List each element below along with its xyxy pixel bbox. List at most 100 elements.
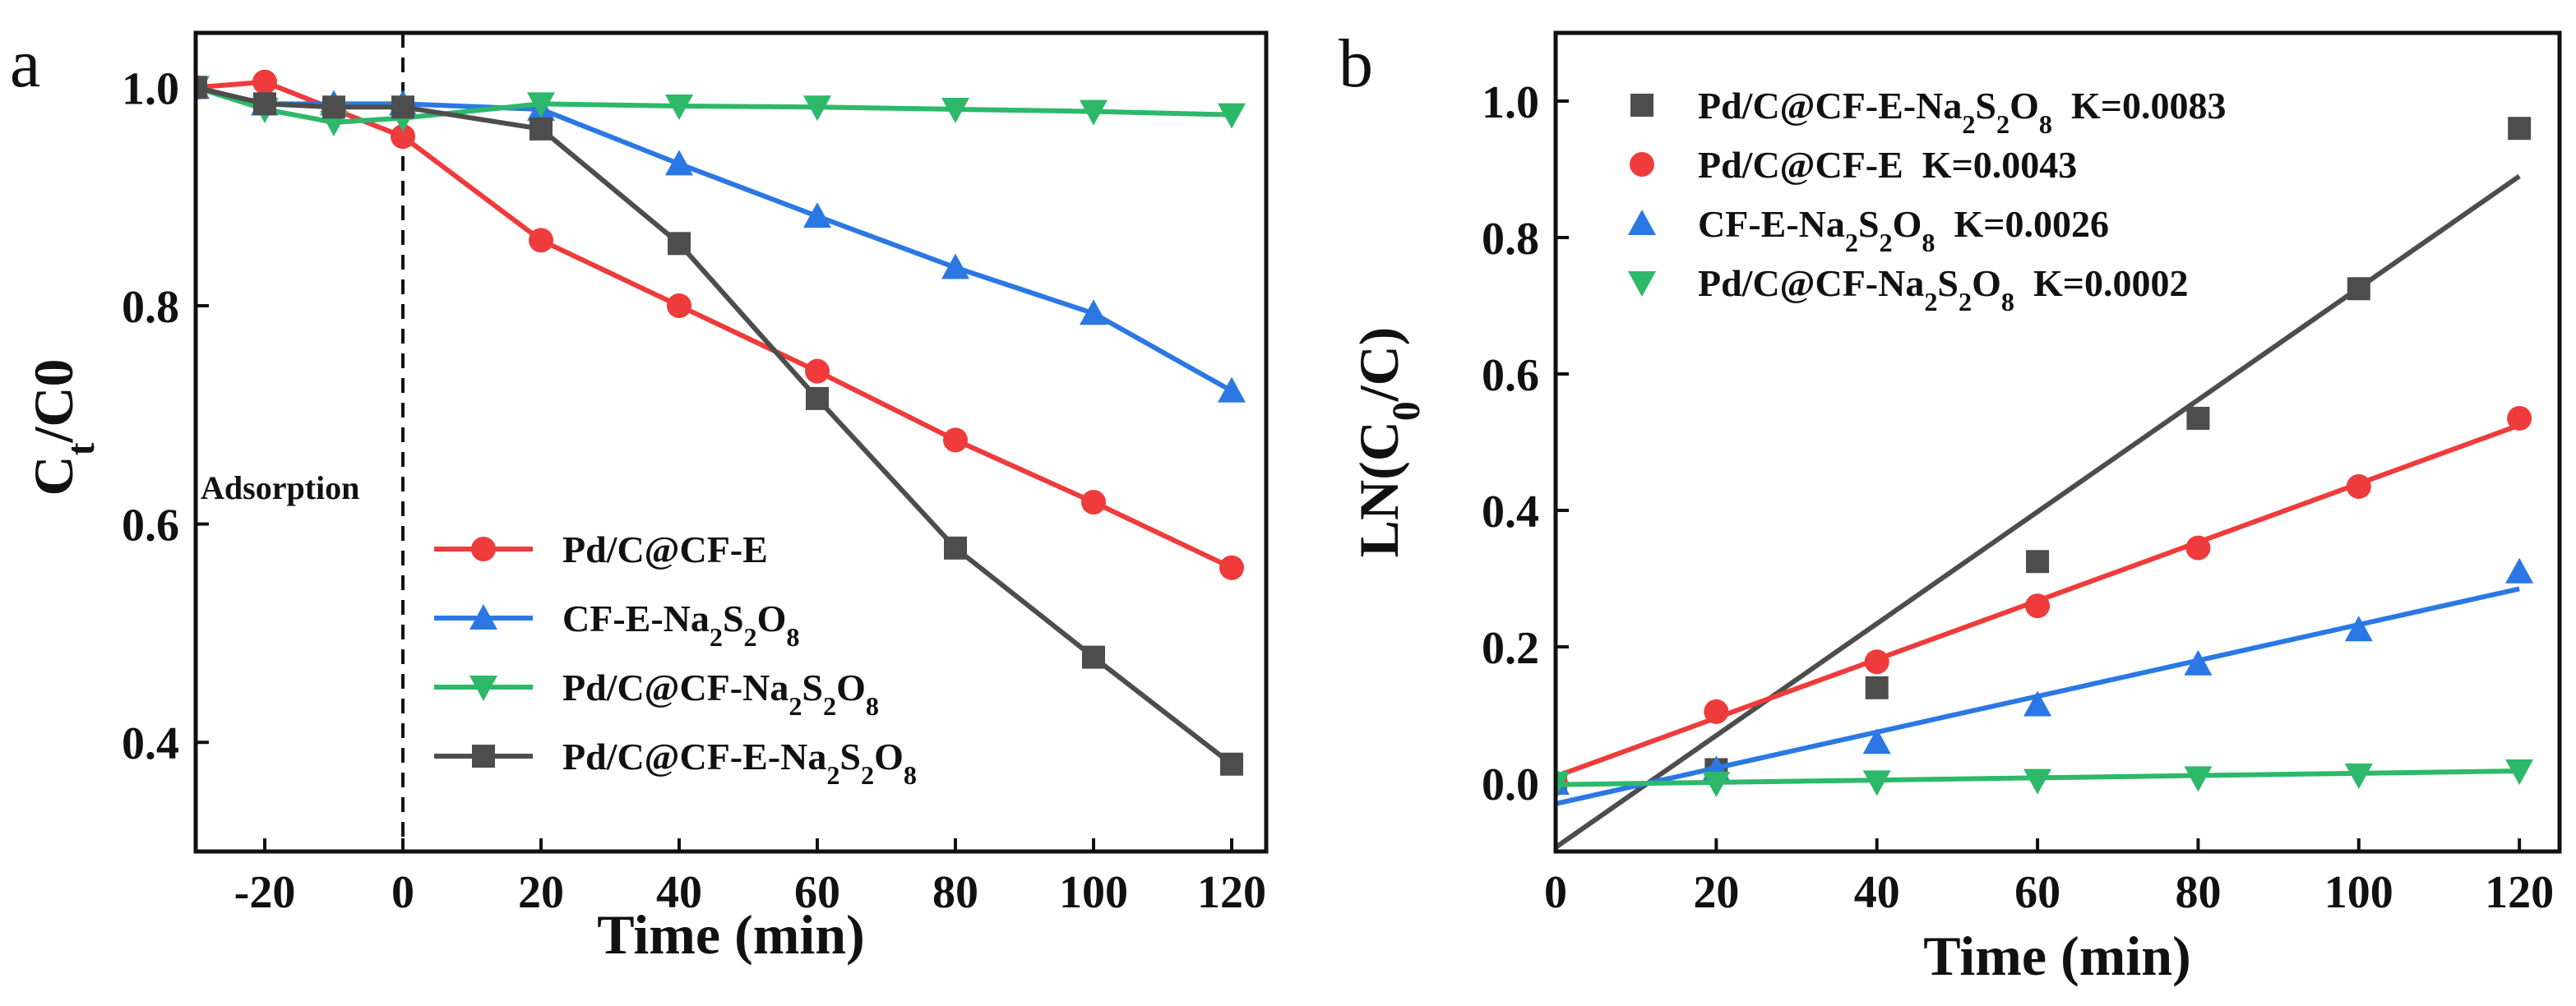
panel-a-data-point xyxy=(803,95,831,122)
panel-a-x-tick-label: 80 xyxy=(932,867,978,918)
panel-b-legend-text: CF-E-Na2S2O8 K=0.0026 xyxy=(1698,203,2109,257)
panel-a-legend-text-part: O xyxy=(874,736,904,778)
panel-a-legend-marker xyxy=(472,745,495,768)
panel-a-legend-text: CF-E-Na2S2O8 xyxy=(562,598,800,652)
panel-a-data-point xyxy=(665,150,693,176)
panel-b-legend-gap xyxy=(1903,144,1922,186)
panel-a-y-tick-label: 0.8 xyxy=(122,282,179,333)
panel-b-legend-text-part: 2 xyxy=(1962,109,1975,139)
panel-a-data-point xyxy=(667,293,691,318)
panel-b-legend-text-part: Pd/C@CF-E-Na xyxy=(1698,85,1962,127)
panel-b-legend-gap xyxy=(1935,203,1954,245)
panel-b-x-tick-label: 100 xyxy=(2324,867,2393,918)
panel-a-y-tick-label: 0.6 xyxy=(122,501,179,551)
panel-b-x-axis-title: Time (min) xyxy=(1923,925,2191,987)
panel-b-data-point xyxy=(1862,770,1891,796)
panel-a-legend-marker xyxy=(469,604,497,630)
panel-b-x-tick-label: 20 xyxy=(1693,867,1739,918)
panel-a-data-point xyxy=(391,95,414,119)
panel-a-y-axis-title: Ct/C0 xyxy=(22,359,103,496)
panel-a-data-point xyxy=(530,117,553,141)
panel-a-legend-text-part: 2 xyxy=(744,622,757,652)
panel-b-data-point xyxy=(2507,405,2532,431)
panel-b-legend-k-value: K=0.0083 xyxy=(2071,85,2227,127)
panel-b-data-point xyxy=(2346,473,2371,499)
panel-a-legend-text-part: 2 xyxy=(789,691,802,721)
panel-a-legend-marker xyxy=(471,537,496,561)
panel-a-x-tick-label: 0 xyxy=(391,867,414,918)
panel-b-data-point xyxy=(2344,616,2373,642)
panel-b-x-tick-label: 0 xyxy=(1544,867,1567,918)
panel-a-legend-text: Pd/C@CF-Na2S2O8 xyxy=(562,667,879,721)
panel-b-y-axis-title-sub: 0 xyxy=(1385,401,1428,421)
panel-b-y-tick-label: 0.6 xyxy=(1482,350,1539,401)
panel-a-y-axis-title-main: C xyxy=(22,455,85,496)
panel-b-y-axis-title-main: LN(C xyxy=(1348,421,1410,557)
panel-a-x-tick-label: 60 xyxy=(794,867,840,918)
panel-b-data-point xyxy=(2023,768,2052,795)
panel-b-legend-text-part: 2 xyxy=(1845,228,1858,257)
panel-a-data-point xyxy=(1218,376,1246,403)
panel-b-data-point xyxy=(2185,535,2211,561)
panel-a-legend-text-part: O xyxy=(836,667,866,708)
panel-b-y-tick-label: 0.0 xyxy=(1482,759,1539,810)
panel-b-data-point xyxy=(1702,772,1731,797)
panel-b-legend-text: Pd/C@CF-E K=0.0043 xyxy=(1698,144,2077,186)
panel-b-data-point xyxy=(2347,277,2370,301)
panel-a-plot-area xyxy=(196,33,1246,851)
panel-b-data-point xyxy=(2026,550,2050,574)
panel-a-legend-text-part: S xyxy=(802,667,823,708)
panel-b-legend-text-part: CF-E-Na xyxy=(1698,203,1845,245)
panel-a-x-tick-label: 40 xyxy=(656,867,702,918)
panel-b-legend-k-value: K=0.0002 xyxy=(2033,262,2189,304)
panel-a-x-tick-label: 100 xyxy=(1059,867,1128,918)
panel-a-x-tick-label: -20 xyxy=(234,867,296,918)
panel-b-data-point xyxy=(2025,593,2051,619)
panel-a-legend-text-part: S xyxy=(839,736,861,778)
panel-a-annotation: Adsorption xyxy=(201,469,359,506)
panel-a-series-line xyxy=(196,85,1233,125)
panel-a-data-point xyxy=(944,536,967,560)
panel-b-legend-text-part: S xyxy=(1937,262,1959,304)
panel-a-data-point xyxy=(805,358,830,384)
panel-b-data-point xyxy=(1704,699,1729,724)
panel-b-series-3 xyxy=(1556,759,2534,797)
panel-a-data-point xyxy=(527,92,555,118)
panel-b-x-tick-label: 120 xyxy=(2485,867,2554,918)
panel-b-data-point xyxy=(1864,649,1889,675)
panel-a-legend-text-part: 2 xyxy=(710,622,723,652)
panel-b-data-point xyxy=(2184,766,2213,792)
panel-a-data-point xyxy=(1081,490,1106,515)
panel-b-legend-k-value: K=0.0043 xyxy=(1922,144,2078,186)
panel-a-legend-text-part: 2 xyxy=(823,691,836,721)
panel-a-legend-text-part: Pd/C@CF-Na xyxy=(562,667,789,708)
panel-a-degradation-chart: a -20 0 20 40 60 80 100 120 0.4 0.6 0.8 1.0 Time (min… xyxy=(10,25,1269,966)
panel-b-legend-text-part: O xyxy=(1893,203,1922,245)
panel-b-legend-k-value: K=0.0026 xyxy=(1954,203,2110,245)
panel-a-series-3 xyxy=(196,76,1243,776)
panel-b-data-point xyxy=(1865,676,1889,699)
panel-b-legend-gap xyxy=(2052,85,2071,127)
panel-b-legend-text-part: 2 xyxy=(1959,287,1972,316)
panel-a-data-point xyxy=(665,94,693,120)
panel-b-x-tick-label: 80 xyxy=(2175,867,2221,918)
panel-b-data-point xyxy=(1556,772,1570,797)
panel-a-data-point xyxy=(803,202,831,228)
panel-b-data-point xyxy=(2508,117,2532,141)
panel-a-data-point xyxy=(668,232,691,256)
panel-a-data-point xyxy=(941,253,969,279)
panel-a-legend-text-part: O xyxy=(757,598,787,639)
panel-b-y-axis-title: LN(C0/C) xyxy=(1348,327,1428,558)
panel-b-legend-text-part: 8 xyxy=(1922,228,1935,257)
panel-a-data-point xyxy=(1082,645,1105,669)
panel-a-legend-text-part: CF-E-Na xyxy=(562,598,710,639)
panel-b-data-point xyxy=(2505,759,2534,786)
panel-b-legend-text-part: 8 xyxy=(2039,109,2052,139)
panel-a-label: a xyxy=(10,25,40,102)
panel-a-data-point xyxy=(1080,299,1108,325)
panel-b-legend-text-part: Pd/C@CF-E xyxy=(1698,144,1903,186)
panel-a-legend-text-part: Pd/C@CF-E xyxy=(562,528,768,570)
panel-b-legend-gap xyxy=(2014,262,2033,304)
panel-a-y-tick-label: 1.0 xyxy=(122,63,179,114)
